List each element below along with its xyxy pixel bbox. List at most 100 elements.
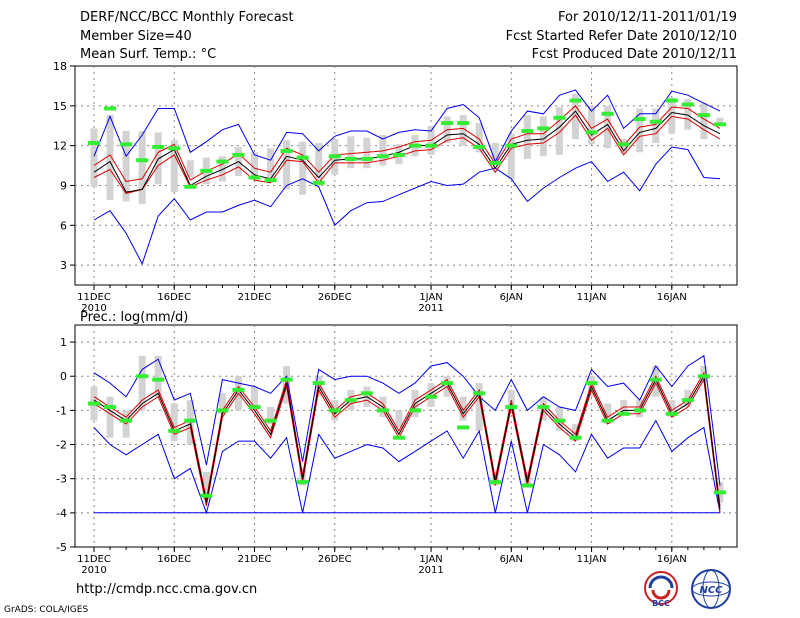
precip-xtick-label: 2010 bbox=[81, 565, 106, 576]
precip-ensemble-mean-line bbox=[93, 374, 721, 510]
bcc-logo-text: BCC bbox=[652, 599, 670, 608]
temp-ensemble-mean-line bbox=[93, 110, 721, 193]
temp-ytick-label: 3 bbox=[60, 259, 67, 272]
precip-median-mark bbox=[232, 387, 245, 392]
precip-median-mark bbox=[425, 394, 438, 399]
temp-median-mark bbox=[88, 140, 100, 145]
source-url[interactable]: http://cmdp.ncc.cma.gov.cn bbox=[76, 582, 258, 597]
temp-box-bar bbox=[588, 105, 596, 145]
chart-title: DERF/NCC/BCC Monthly Forecast bbox=[80, 10, 294, 25]
temp-median-mark bbox=[376, 154, 389, 159]
temp-median-mark bbox=[200, 168, 213, 173]
precip-xtick-label: 11DEC bbox=[77, 554, 111, 565]
temp-median-mark bbox=[409, 143, 421, 148]
temp-box-bar bbox=[716, 117, 724, 126]
precip-xtick-label: 21DEC bbox=[238, 554, 272, 565]
precip-title: Prec.: log(mm/d) bbox=[80, 310, 189, 325]
temp-median-mark bbox=[585, 130, 598, 135]
temp-box-bar bbox=[652, 108, 660, 143]
temp-box-bar bbox=[122, 131, 130, 202]
precip-xtick-label: 16JAN bbox=[657, 554, 687, 565]
precip-box-bar bbox=[138, 355, 146, 411]
temp-xtick-label: 11DEC bbox=[77, 292, 111, 303]
precip-median-mark bbox=[617, 411, 630, 416]
temp-box-bar bbox=[315, 142, 323, 186]
temp-box-bar bbox=[475, 123, 483, 153]
precip-median-mark bbox=[537, 404, 550, 409]
temp-box-bar bbox=[491, 142, 499, 165]
temp-median-mark bbox=[232, 152, 245, 157]
precip-ytick-label: 1 bbox=[60, 336, 67, 349]
temp-box-bar bbox=[379, 135, 387, 166]
precip-median-mark bbox=[120, 418, 133, 423]
temp-box-bar bbox=[684, 99, 692, 130]
temp-ytick-label: 9 bbox=[60, 179, 67, 192]
temp-xtick-label: 2011 bbox=[418, 303, 443, 314]
refer-date-label: Fcst Started Refer Date 2010/12/10 bbox=[505, 29, 737, 44]
precip-ytick-label: 0 bbox=[60, 370, 67, 383]
temp-median-mark bbox=[489, 160, 502, 165]
temp-xtick-label: 26DEC bbox=[318, 292, 352, 303]
temp-box-bar bbox=[555, 107, 563, 155]
temp-median-mark bbox=[216, 159, 229, 164]
temp-median-mark bbox=[713, 122, 726, 127]
ncc-logo: NCC bbox=[688, 568, 734, 610]
precip-median-mark bbox=[328, 408, 341, 413]
temp-box-bar bbox=[523, 115, 531, 159]
precip-median-mark bbox=[264, 418, 277, 423]
precip-median-mark bbox=[104, 404, 117, 409]
temp-box-bar bbox=[186, 160, 194, 178]
temp-median-mark bbox=[312, 180, 325, 185]
temp-spread-upper-line bbox=[93, 105, 721, 183]
temp-box-bar bbox=[604, 105, 612, 149]
temp-median-mark bbox=[505, 143, 518, 148]
temp-xtick-label: 16JAN bbox=[657, 292, 687, 303]
temp-box-bar bbox=[636, 108, 644, 153]
bcc-logo: BCC bbox=[640, 570, 682, 610]
precip-spread-upper-line bbox=[93, 371, 721, 507]
precip-xtick-label: 1JAN bbox=[419, 554, 442, 565]
precip-box-bar bbox=[202, 471, 210, 500]
precip-median-mark bbox=[697, 374, 710, 379]
temp-median-mark bbox=[168, 146, 181, 151]
temp-ytick-label: 12 bbox=[53, 140, 67, 153]
precip-box-bar bbox=[459, 396, 467, 421]
temp-median-mark bbox=[184, 184, 197, 189]
temp-median-mark bbox=[601, 111, 614, 116]
temp-median-mark bbox=[569, 98, 582, 103]
temp-envelope-lower-line bbox=[93, 146, 721, 266]
temp-box-bar bbox=[700, 103, 708, 139]
variable-temp-label: Mean Surf. Temp.: °C bbox=[80, 47, 217, 62]
temp-median-mark bbox=[617, 142, 630, 147]
precip-median-mark bbox=[184, 418, 197, 423]
temp-spread-lower-line bbox=[93, 114, 721, 194]
temp-box-bar bbox=[347, 136, 355, 169]
temp-plot-frame bbox=[74, 65, 738, 286]
temp-box-bar bbox=[459, 115, 467, 146]
temp-median-mark bbox=[136, 158, 149, 163]
temp-median-mark bbox=[344, 156, 357, 161]
temp-box-bar bbox=[170, 140, 178, 193]
temp-median-mark bbox=[441, 121, 454, 126]
temp-envelope-upper-line bbox=[93, 89, 721, 163]
precip-median-mark bbox=[152, 377, 165, 382]
precip-median-mark bbox=[601, 418, 614, 423]
forecast-range-label: For 2010/12/11-2011/01/19 bbox=[558, 10, 737, 25]
temp-box-bar bbox=[106, 115, 114, 201]
temp-median-mark bbox=[248, 175, 261, 180]
precip-median-mark bbox=[473, 391, 486, 396]
precip-spread-lower-line bbox=[93, 378, 721, 513]
temp-box-bar bbox=[507, 133, 515, 179]
precip-box-bar bbox=[604, 403, 612, 425]
precip-median-mark bbox=[360, 391, 373, 396]
precip-median-mark bbox=[312, 381, 325, 386]
temp-median-mark bbox=[457, 121, 470, 126]
temp-box-bar bbox=[138, 131, 146, 205]
temp-xtick-label: 2010 bbox=[81, 303, 106, 314]
precip-median-mark bbox=[505, 404, 518, 409]
precip-xtick-label: 26DEC bbox=[318, 554, 352, 565]
precip-median-mark bbox=[280, 377, 293, 382]
precip-median-mark bbox=[457, 425, 470, 430]
